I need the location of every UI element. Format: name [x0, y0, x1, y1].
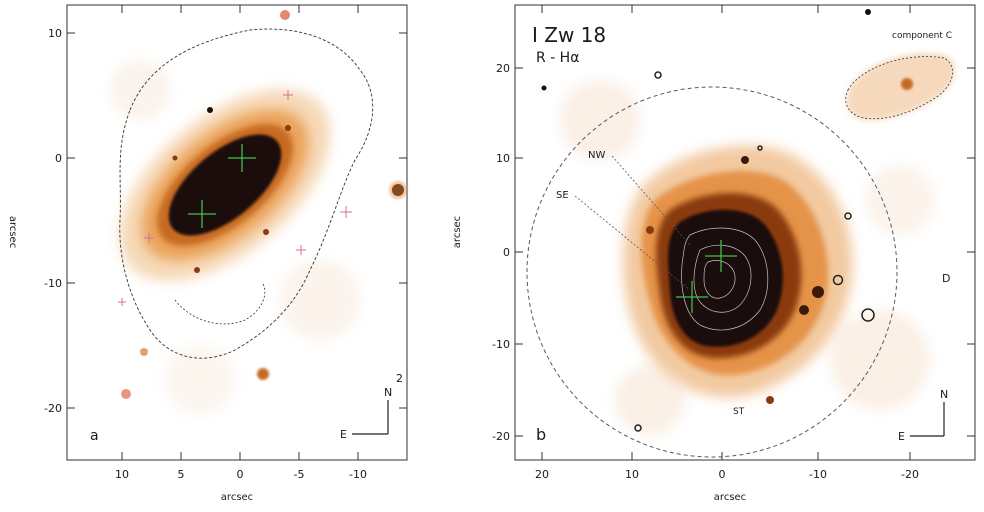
right-axis-ticks	[515, 5, 975, 460]
right-panel: NW SE D ST component C I Zw 18 R - Hα	[452, 4, 976, 503]
left-y-axis-label: arcsec	[7, 216, 18, 248]
left-y-tick: 10	[48, 27, 62, 40]
right-x-tick: 20	[535, 468, 549, 481]
left-x-tick: -10	[349, 468, 367, 481]
left-cross-nw	[228, 144, 256, 172]
right-nw-se-pointers	[574, 155, 691, 291]
right-cross-nw	[705, 240, 737, 272]
right-x-tick: 10	[625, 468, 639, 481]
left-compass-e: E	[340, 428, 347, 441]
left-x-axis-label: arcsec	[221, 492, 253, 503]
right-y-tick: 0	[503, 246, 510, 259]
left-y-tick: -20	[44, 402, 62, 415]
right-panel-letter: b	[536, 425, 546, 444]
right-companion-label: component C	[892, 31, 952, 41]
right-component-c	[845, 53, 956, 121]
left-point-sources	[121, 10, 407, 399]
right-y-tick: -20	[492, 430, 510, 443]
left-galaxy-image	[119, 89, 331, 281]
right-y-tick: -10	[492, 338, 510, 351]
right-ring-sources	[634, 71, 875, 432]
right-compass-e: E	[898, 430, 905, 443]
left-axis-ticks	[67, 5, 407, 460]
right-x-tick: -10	[809, 468, 827, 481]
left-background-noise	[110, 60, 360, 415]
right-galaxy-image	[623, 145, 853, 404]
right-x-tick: -20	[901, 468, 919, 481]
right-point-source	[541, 85, 547, 91]
left-corner-mark: 2	[396, 372, 403, 385]
right-x-tick-labels: 20 10 0 -10 -20	[535, 468, 919, 481]
right-y-tick: 20	[496, 62, 510, 75]
left-contour	[119, 28, 374, 359]
left-cross-se	[188, 200, 216, 228]
right-y-tick-labels: 20 10 0 -10 -20	[492, 62, 510, 443]
left-y-tick: -10	[44, 277, 62, 290]
right-y-axis-label: arcsec	[452, 216, 463, 248]
right-x-axis-label: arcsec	[714, 492, 746, 503]
left-compass	[352, 400, 389, 435]
left-x-tick-labels: 10 5 0 -5 -10	[115, 468, 367, 481]
left-contour-inner	[174, 281, 266, 325]
right-label-nw: NW	[588, 150, 605, 161]
left-marker-crosses	[118, 90, 352, 306]
left-y-tick-labels: 10 0 -10 -20	[44, 27, 62, 415]
left-compass-n: N	[384, 386, 392, 399]
right-label-d: D	[942, 272, 950, 285]
left-x-tick: 5	[178, 468, 185, 481]
right-x-tick: 0	[719, 468, 726, 481]
right-y-tick: 10	[496, 152, 510, 165]
left-x-tick: -5	[294, 468, 305, 481]
left-x-tick: 10	[115, 468, 129, 481]
left-y-tick: 0	[55, 152, 62, 165]
right-compass	[910, 402, 945, 437]
right-point-source	[865, 9, 871, 15]
left-x-tick: 0	[237, 468, 244, 481]
right-label-se: SE	[556, 190, 569, 201]
right-title: I Zw 18	[532, 23, 606, 47]
right-cross-se	[676, 281, 708, 313]
left-panel: 10 5 0 -5 -10 arcsec 10 0 -10 -20 arcsec…	[7, 4, 408, 503]
left-panel-letter: a	[90, 428, 99, 444]
right-label-bottom: ST	[733, 407, 745, 417]
right-compass-n: N	[940, 388, 948, 401]
right-core-contours	[681, 227, 769, 331]
right-filter-label: R - Hα	[536, 50, 579, 66]
right-aperture-circle	[526, 86, 898, 458]
right-background-speckle	[560, 80, 935, 435]
